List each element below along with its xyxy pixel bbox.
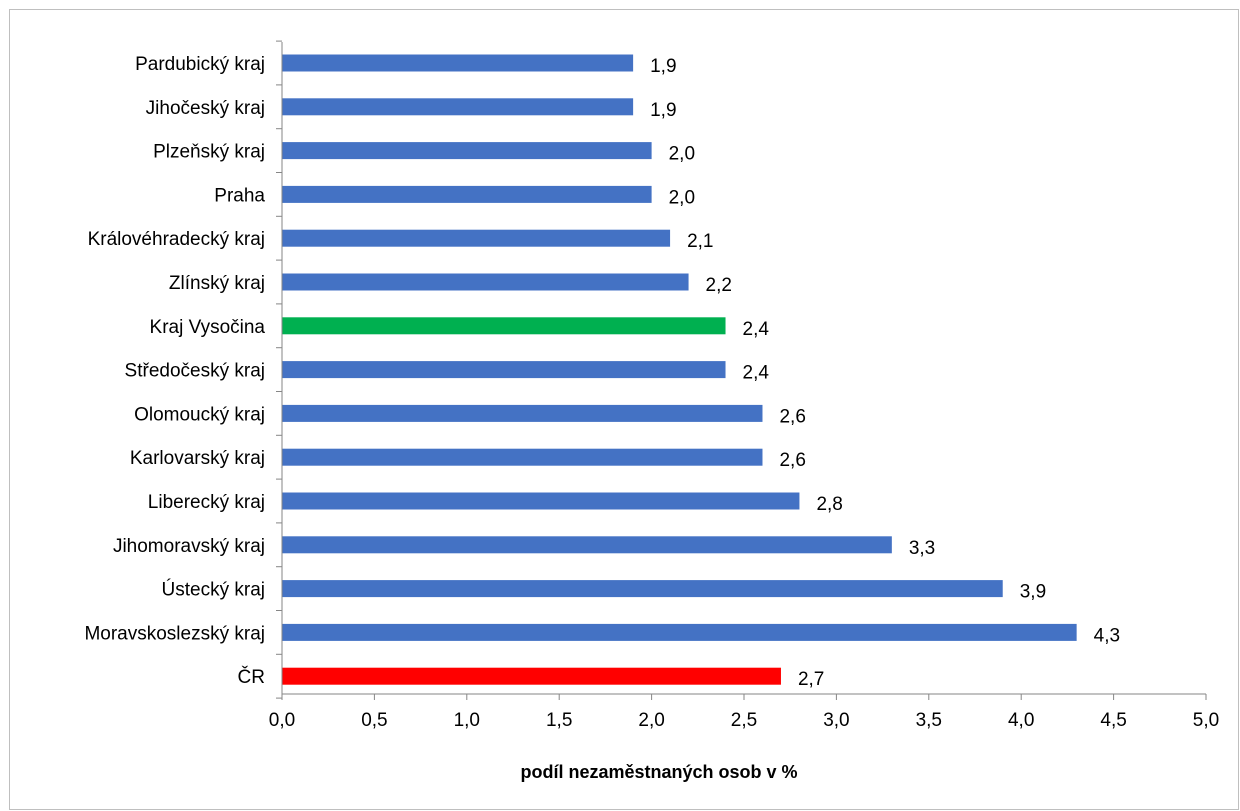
value-label: 2,7	[798, 669, 824, 690]
category-label: Zlínský kraj	[169, 273, 265, 294]
bar	[282, 273, 689, 291]
bar	[282, 317, 726, 335]
labels-layer: 0,0 0,5 1,0 1,5 2,0 2,5 3,0 3,5 4,0 4,5 5,0 Pardubi…	[84, 54, 1219, 731]
bar	[282, 98, 634, 116]
x-tick-label: 3,5	[916, 710, 942, 731]
category-label: Ústecký kraj	[162, 579, 265, 601]
category-label: Jihomoravský kraj	[113, 536, 265, 557]
value-label: 2,1	[687, 231, 713, 252]
x-tick-label: 3,0	[823, 710, 849, 731]
value-label: 2,2	[706, 275, 732, 296]
value-label: 2,8	[816, 494, 842, 515]
category-label: ČR	[238, 666, 265, 688]
category-label: Královéhradecký kraj	[88, 229, 265, 250]
value-label: 3,9	[1020, 582, 1046, 603]
value-label: 3,3	[909, 538, 935, 559]
bar	[282, 492, 800, 510]
bar	[282, 536, 892, 554]
x-tick-label: 1,5	[546, 710, 572, 731]
bar	[282, 404, 763, 422]
x-tick-label: 4,0	[1008, 710, 1034, 731]
bar-chart: 0,0 0,5 1,0 1,5 2,0 2,5 3,0 3,5 4,0 4,5 5,0 Pardubi…	[84, 40, 1219, 782]
x-tick-label: 0,5	[361, 710, 387, 731]
bar	[282, 448, 763, 466]
value-label: 2,0	[669, 187, 695, 208]
bar	[282, 185, 652, 203]
bar	[282, 580, 1003, 598]
category-label: Olomoucký kraj	[134, 404, 265, 425]
bar	[282, 361, 726, 379]
value-label: 2,6	[779, 450, 805, 471]
x-tick-label: 4,5	[1100, 710, 1126, 731]
value-label: 2,4	[743, 363, 770, 384]
category-label: Jihočeský kraj	[146, 98, 265, 119]
value-label: 1,9	[650, 100, 676, 121]
x-tick-label: 1,0	[454, 710, 480, 731]
value-label: 1,9	[650, 56, 676, 77]
category-label: Praha	[214, 185, 265, 206]
bar	[282, 54, 634, 72]
category-label: Karlovarský kraj	[130, 448, 265, 469]
bar	[282, 142, 652, 160]
x-tick-label: 2,5	[731, 710, 757, 731]
category-label: Moravskoslezský kraj	[84, 623, 265, 644]
bar	[282, 667, 781, 685]
bar	[282, 229, 671, 247]
category-label: Pardubický kraj	[135, 54, 265, 75]
bars-layer	[282, 54, 1077, 685]
x-axis-title: podíl nezaměstnaných osob v %	[520, 762, 797, 782]
axis-layer	[276, 40, 1207, 700]
category-label: Plzeňský kraj	[153, 142, 265, 163]
chart-frame: 0,0 0,5 1,0 1,5 2,0 2,5 3,0 3,5 4,0 4,5 5,0 Pardubi…	[9, 9, 1239, 810]
category-label: Liberecký kraj	[148, 492, 265, 513]
value-label: 2,0	[669, 144, 695, 165]
x-tick-label: 0,0	[269, 710, 295, 731]
x-tick-label: 2,0	[638, 710, 664, 731]
value-label: 4,3	[1094, 625, 1120, 646]
value-label: 2,4	[743, 319, 770, 340]
value-label: 2,6	[779, 406, 805, 427]
bar	[282, 623, 1077, 641]
category-label: Středočeský kraj	[125, 361, 265, 382]
category-label: Kraj Vysočina	[150, 317, 266, 338]
x-tick-label: 5,0	[1193, 710, 1219, 731]
